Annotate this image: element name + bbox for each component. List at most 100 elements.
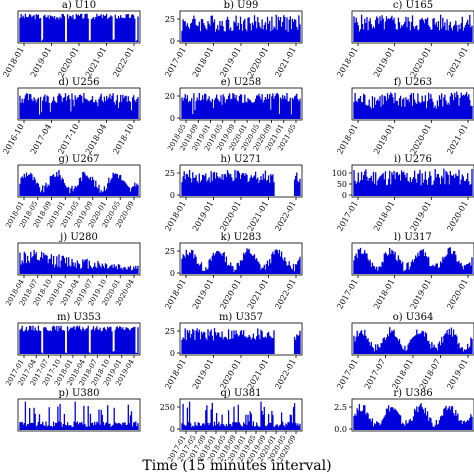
x-tick-label: 2020-01: [218, 200, 242, 233]
subplot-title: m) U353: [57, 312, 101, 323]
x-tick-label: 2019-01: [409, 200, 433, 233]
subplot-title: b) U99: [224, 0, 259, 11]
plot-frame: [351, 10, 474, 44]
x-tick-label: 2018-01: [191, 46, 215, 79]
y-tick-label: 20: [165, 92, 175, 101]
series-line: [181, 93, 301, 119]
y-tick-label: 0: [170, 269, 175, 278]
subplot-5: e) U2580202018-052018-092019-012019-0520…: [165, 77, 303, 152]
figure-x-label: Time (15 minutes interval): [142, 458, 331, 474]
subplot-4: d) U256 2016-10 2017-04 2017-10 2018-04 2018-…: [1, 77, 141, 156]
x-tick-label: 2020-01: [218, 278, 242, 311]
x-tick-label: 2020-01: [409, 123, 433, 156]
subplot-8: h) U271 0 25 2018-01 2019-01 2020-01 2021-01 20…: [163, 154, 303, 233]
x-tick-label: 2019-01: [372, 46, 396, 79]
subplot-title: i) U276: [394, 154, 432, 165]
x-tick-label: 2020-01: [445, 278, 469, 311]
plot-frame: [351, 164, 474, 198]
subplot-7: g) U2672018-012018-052018-092019-012019-…: [4, 154, 141, 229]
x-tick-label: 2022-01: [273, 200, 297, 233]
subplot-15: o) U364 2017-01 2017-07 2018-01 2018-07 2019-…: [335, 312, 474, 391]
subplot-17: q) U38102502017-012017-052017-092018-012…: [160, 388, 303, 463]
subplot-title: g) U267: [59, 154, 100, 165]
x-tick-label: 2017-01: [163, 46, 187, 79]
x-tick-label: 2021-01: [273, 46, 297, 79]
subplot-title: f) U263: [394, 77, 432, 88]
x-tick-label: 2017-07: [363, 358, 387, 391]
subplot-title: r) U386: [393, 388, 432, 399]
subplot-title: j) U280: [59, 232, 98, 243]
x-tick-label: 2018-04: [84, 123, 108, 156]
y-tick-label: 25: [165, 15, 175, 24]
subplot-1: a) U10 2018-01 2019-01 2020-01 2021-01 2022-0…: [1, 0, 141, 79]
x-tick-label: 2017-01: [335, 200, 359, 233]
x-tick-label: 2020-01: [218, 358, 242, 391]
x-tick-label: 2021-01: [445, 46, 469, 79]
subplot-title: p) U380: [59, 388, 100, 399]
series-line: [181, 248, 301, 274]
x-tick-label: 2016-10: [1, 123, 25, 156]
series-line: [353, 403, 473, 430]
x-tick-label: 2017-04: [29, 123, 53, 156]
x-tick-label: 2018-01: [335, 123, 359, 156]
series-line: [353, 168, 473, 196]
y-tick-label: 250: [160, 403, 175, 412]
y-tick-label: 25: [165, 169, 175, 178]
y-tick-label: 0.0: [334, 425, 347, 434]
x-tick-label: 2019-01: [29, 46, 53, 79]
x-tick-label: 2018-01: [1, 46, 25, 79]
y-tick-label: 2.5: [334, 403, 347, 412]
y-tick-label: 0: [170, 349, 175, 358]
subplot-14: m) U357 0 25 2018-01 2019-01 2020-01 2021-01 20…: [163, 312, 303, 391]
series-line: [19, 170, 139, 196]
subplot-title: c) U165: [393, 0, 433, 11]
x-tick-label: 2019-01: [372, 123, 396, 156]
subplot-10: j) U2802018-042018-072018-102019-012019-…: [4, 232, 141, 307]
x-tick-label: 2021-01: [246, 278, 270, 311]
subplot-title: m) U357: [219, 312, 263, 323]
y-tick-label: 0: [170, 114, 175, 123]
x-tick-label: 2019-01: [218, 46, 242, 79]
subplot-6: f) U263 2018-01 2019-01 2020-01 2021-01: [335, 77, 474, 156]
x-tick-label: 2022-01: [273, 358, 297, 391]
subplot-title: d) U256: [59, 77, 100, 88]
y-tick-label: 0: [170, 37, 175, 46]
series-line: [353, 327, 473, 354]
series-line: [181, 14, 301, 42]
series-line: [19, 401, 139, 430]
plot-frame: [17, 398, 141, 432]
subplot-title: e) U258: [221, 77, 262, 88]
x-tick-label: 2022-01: [273, 278, 297, 311]
x-tick-label: 2022-01: [111, 46, 135, 79]
x-tick-label: 2021-01: [246, 200, 270, 233]
plot-frame: [179, 398, 303, 432]
series-line: [353, 91, 473, 119]
x-tick-label: 2018-01: [372, 200, 396, 233]
x-tick-label: 2018-01: [372, 278, 396, 311]
subplot-title: h) U271: [220, 154, 261, 165]
x-tick-label: 2019-01: [409, 278, 433, 311]
y-tick-label: 0: [170, 191, 175, 200]
series-line: [181, 328, 301, 354]
x-tick-label: 2020-01: [56, 46, 80, 79]
x-tick-label: 2021-01: [84, 46, 108, 79]
subplot-2: b) U99 0 25 2017-01 2018-01 2019-01 2020-01 202…: [163, 0, 303, 79]
y-tick-label: 0: [170, 425, 175, 434]
series-line: [19, 13, 139, 42]
x-tick-label: 2021-01: [445, 123, 469, 156]
x-tick-label: 2020-01: [409, 46, 433, 79]
series-line: [181, 401, 301, 430]
x-tick-label: 2019-01: [191, 358, 215, 391]
y-tick-label: 50: [337, 180, 347, 189]
x-tick-label: 2020-01: [246, 46, 270, 79]
series-line: [19, 93, 139, 119]
y-tick-label: 0: [342, 191, 347, 200]
x-tick-label: 2021-01: [246, 358, 270, 391]
x-tick-label: 2019-01: [191, 278, 215, 311]
subplot-3: c) U165 2018-01 2019-01 2020-01 2021-01: [335, 0, 474, 79]
plot-frame: [351, 87, 474, 121]
x-tick-label: 2017-10: [56, 123, 80, 156]
subplot-title: o) U364: [393, 312, 434, 323]
